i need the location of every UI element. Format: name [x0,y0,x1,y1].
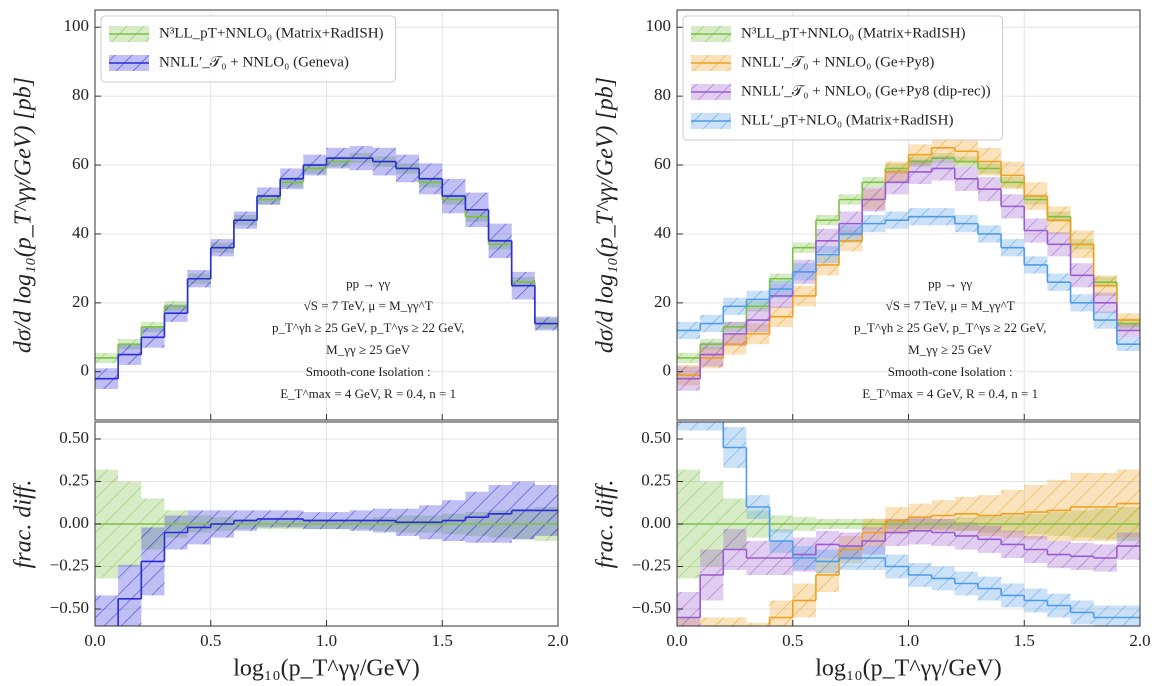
plot-area [677,422,1140,626]
annotation: √S = 7 TeV, μ = M_γγ^T [886,298,1015,313]
y-tick-label: 80 [654,85,671,104]
y-tick-label: −0.50 [632,598,671,617]
legend-label: NNLL′_𝒯₀ + NNLO₀ (Ge+Py8) [741,54,934,70]
error-band [1116,605,1140,626]
y-tick-label: 0.00 [59,513,89,532]
error-band [677,422,701,431]
y-tick-label: −0.25 [50,555,89,574]
annotation: pp → γγ [928,276,972,291]
annotation: p_T^γh ≥ 25 GeV, p_T^γs ≥ 22 GeV, [854,320,1046,335]
error-band [1093,605,1117,626]
legend: N³LL_pT+NNLO₀ (Matrix+RadISH) NNLL′_𝒯₀ + … [682,15,1004,141]
error-band [700,422,724,431]
annotation: √S = 7 TeV, μ = M_γγ^T [304,298,433,313]
y-tick-label: 0 [663,361,672,380]
annotation: E_T^max = 4 GeV, R = 0.4, n = 1 [280,386,456,401]
x-tick-label: 0.5 [782,631,803,650]
x-axis-label: log₁₀(p_T^γγ/GeV) [233,656,420,682]
x-tick-label: 2.0 [1129,631,1150,650]
y-tick-label: 20 [654,292,671,311]
legend-label: NNLL′_𝒯₀ + NNLO₀ (Geneva) [159,54,349,70]
x-tick-label: 1.5 [432,631,453,650]
x-tick-label: 0.5 [200,631,221,650]
y-tick-label: 60 [654,154,671,173]
y-tick-label: 0.50 [59,428,89,447]
y-tick-label: 80 [72,85,89,104]
x-tick-label: 2.0 [547,631,568,650]
x-tick-label: 1.0 [898,631,919,650]
error-band [769,600,793,626]
annotation: Smooth-cone Isolation : [888,364,1013,379]
y-tick-label: 20 [72,292,89,311]
legend-label: NNLL′_𝒯₀ + NNLO₀ (Ge+Py8 (dip-rec)) [741,83,991,99]
legend-box [682,15,1004,141]
annotation: M_γγ ≥ 25 GeV [326,342,411,357]
annotation: M_γγ ≥ 25 GeV [908,342,993,357]
y-tick-label: 40 [654,223,671,242]
y-tick-label: 0.00 [641,513,671,532]
plot-frame [94,9,559,421]
error-band [118,564,142,626]
y-axis-label: frac. diff. [11,480,37,569]
x-tick-label: 0.0 [666,631,687,650]
y-tick-label: −0.25 [632,555,671,574]
plot-frame [676,9,1141,421]
y-tick-label: 0.50 [641,428,671,447]
plot-frame [676,421,1141,627]
error-band [95,595,119,626]
y-tick-label: 100 [64,16,90,35]
plot-area [95,10,558,420]
x-axis-label: log₁₀(p_T^γγ/GeV) [815,656,1002,682]
plot-area [677,10,1140,420]
plot-area [95,422,558,626]
y-tick-label: 60 [72,154,89,173]
x-tick-label: 1.5 [1014,631,1035,650]
y-axis-label: frac. diff. [593,480,619,569]
y-tick-label: 40 [72,223,89,242]
legend: N³LL_pT+NNLO₀ (Matrix+RadISH) NNLL′_𝒯₀ + … [100,15,397,83]
x-tick-label: 1.0 [316,631,337,650]
error-band [746,622,770,626]
annotation: p_T^γh ≥ 25 GeV, p_T^γs ≥ 22 GeV, [272,320,464,335]
y-tick-label: 0.25 [641,470,671,489]
annotation: pp → γγ [346,276,390,291]
error-band [700,617,724,626]
y-tick-label: 100 [646,16,672,35]
legend-label: NLL′_pT+NLO₀ (Matrix+RadISH) [741,112,953,128]
legend-box [100,15,397,83]
y-axis-label: dσ/d log₁₀(p_T^γγ/GeV) [pb] [11,77,37,353]
y-axis-label: dσ/d log₁₀(p_T^γγ/GeV) [pb] [593,77,619,353]
x-tick-label: 0.0 [84,631,105,650]
annotation: E_T^max = 4 GeV, R = 0.4, n = 1 [862,386,1038,401]
legend-label: N³LL_pT+NNLO₀ (Matrix+RadISH) [159,25,384,41]
annotation: Smooth-cone Isolation : [306,364,431,379]
plot-frame [94,421,559,627]
y-tick-label: 0 [81,361,90,380]
legend-label: N³LL_pT+NNLO₀ (Matrix+RadISH) [741,25,966,41]
y-tick-label: 0.25 [59,470,89,489]
error-band [723,617,747,626]
y-tick-label: −0.50 [50,598,89,617]
